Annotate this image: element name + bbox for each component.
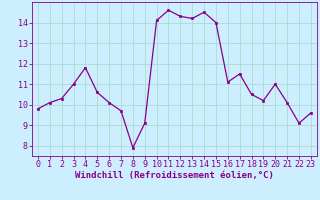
X-axis label: Windchill (Refroidissement éolien,°C): Windchill (Refroidissement éolien,°C) xyxy=(75,171,274,180)
